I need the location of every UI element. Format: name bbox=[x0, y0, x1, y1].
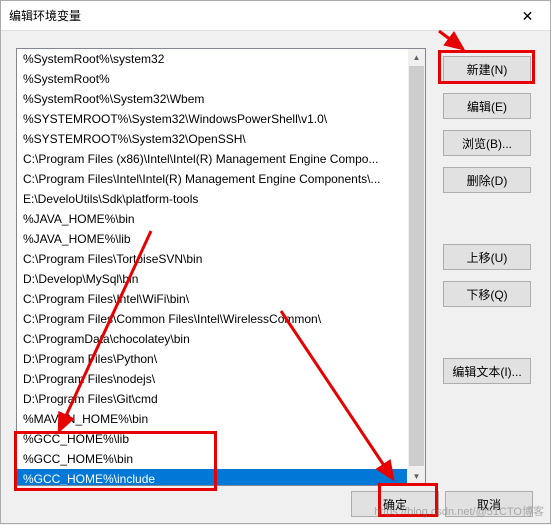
path-listbox[interactable]: %SystemRoot%\system32%SystemRoot%%System… bbox=[16, 48, 426, 486]
list-item[interactable]: %SystemRoot%\System32\Wbem bbox=[17, 89, 407, 109]
list-inner: %SystemRoot%\system32%SystemRoot%%System… bbox=[17, 49, 425, 485]
movedown-button-label: 下移(Q) bbox=[466, 286, 507, 303]
delete-button-label: 删除(D) bbox=[467, 172, 508, 189]
list-item[interactable]: %GCC_HOME%\include bbox=[17, 469, 407, 486]
list-item[interactable]: %SystemRoot%\system32 bbox=[17, 49, 407, 69]
list-item[interactable]: %GCC_HOME%\bin bbox=[17, 449, 407, 469]
list-item[interactable]: D:\Develop\MySql\bin bbox=[17, 269, 407, 289]
list-item[interactable]: C:\Program Files\Intel\Intel(R) Manageme… bbox=[17, 169, 407, 189]
edit-button[interactable]: 编辑(E) bbox=[443, 93, 531, 119]
edit-button-label: 编辑(E) bbox=[467, 98, 507, 115]
list-item[interactable]: %SYSTEMROOT%\System32\WindowsPowerShell\… bbox=[17, 109, 407, 129]
scrollbar[interactable]: ▲ ▼ bbox=[408, 49, 425, 485]
list-item[interactable]: %SYSTEMROOT%\System32\OpenSSH\ bbox=[17, 129, 407, 149]
dialog-window: 编辑环境变量 ✕ %SystemRoot%\system32%SystemRoo… bbox=[0, 0, 551, 524]
list-item[interactable]: %GCC_HOME%\lib bbox=[17, 429, 407, 449]
delete-button[interactable]: 删除(D) bbox=[443, 167, 531, 193]
ok-button-label: 确定 bbox=[383, 496, 407, 513]
content-area: %SystemRoot%\system32%SystemRoot%%System… bbox=[1, 31, 550, 523]
list-item[interactable]: D:\Program Files\nodejs\ bbox=[17, 369, 407, 389]
window-title: 编辑环境变量 bbox=[9, 7, 81, 24]
list-item[interactable]: C:\ProgramData\chocolatey\bin bbox=[17, 329, 407, 349]
list-item[interactable]: C:\Program Files\Intel\WiFi\bin\ bbox=[17, 289, 407, 309]
browse-button[interactable]: 浏览(B)... bbox=[443, 130, 531, 156]
cancel-button[interactable]: 取消 bbox=[445, 491, 533, 517]
list-item[interactable]: D:\Program Files\Python\ bbox=[17, 349, 407, 369]
new-button[interactable]: 新建(N) bbox=[443, 56, 531, 82]
list-item[interactable]: %MAVEN_HOME%\bin bbox=[17, 409, 407, 429]
edittext-button-label: 编辑文本(I)... bbox=[452, 363, 521, 380]
scroll-up-icon[interactable]: ▲ bbox=[408, 49, 425, 66]
list-item[interactable]: %JAVA_HOME%\bin bbox=[17, 209, 407, 229]
close-button[interactable]: ✕ bbox=[505, 1, 550, 31]
list-item[interactable]: D:\Program Files\Git\cmd bbox=[17, 389, 407, 409]
moveup-button[interactable]: 上移(U) bbox=[443, 244, 531, 270]
ok-button[interactable]: 确定 bbox=[351, 491, 439, 517]
list-item[interactable]: C:\Program Files (x86)\Intel\Intel(R) Ma… bbox=[17, 149, 407, 169]
edittext-button[interactable]: 编辑文本(I)... bbox=[443, 358, 531, 384]
cancel-button-label: 取消 bbox=[477, 496, 501, 513]
close-icon: ✕ bbox=[522, 8, 534, 25]
new-button-label: 新建(N) bbox=[467, 61, 508, 78]
scroll-down-icon[interactable]: ▼ bbox=[408, 468, 425, 485]
list-item[interactable]: %JAVA_HOME%\lib bbox=[17, 229, 407, 249]
moveup-button-label: 上移(U) bbox=[467, 249, 508, 266]
list-item[interactable]: E:\DeveloUtils\Sdk\platform-tools bbox=[17, 189, 407, 209]
browse-button-label: 浏览(B)... bbox=[462, 135, 512, 152]
movedown-button[interactable]: 下移(Q) bbox=[443, 281, 531, 307]
titlebar: 编辑环境变量 ✕ bbox=[1, 1, 550, 31]
list-item[interactable]: C:\Program Files\Common Files\Intel\Wire… bbox=[17, 309, 407, 329]
list-item[interactable]: C:\Program Files\TortoiseSVN\bin bbox=[17, 249, 407, 269]
scrollbar-thumb[interactable] bbox=[409, 66, 424, 466]
list-item[interactable]: %SystemRoot% bbox=[17, 69, 407, 89]
